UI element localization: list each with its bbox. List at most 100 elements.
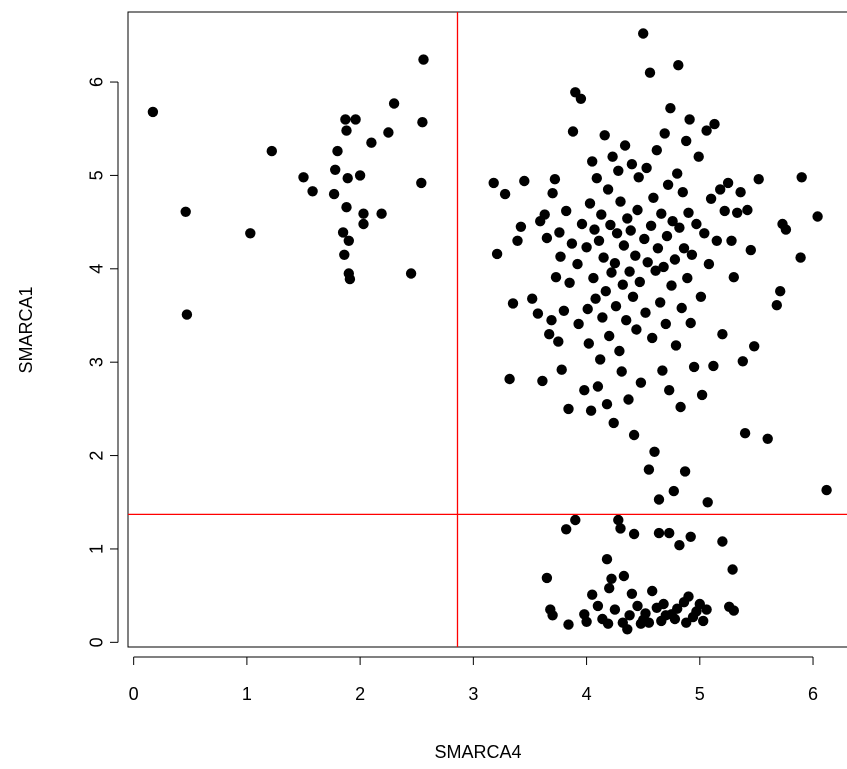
data-point bbox=[699, 228, 710, 239]
data-point bbox=[795, 252, 806, 263]
data-point bbox=[600, 286, 611, 297]
data-point bbox=[722, 177, 734, 189]
data-point bbox=[670, 340, 682, 351]
data-point bbox=[598, 252, 609, 263]
data-point bbox=[541, 232, 553, 244]
data-point bbox=[581, 616, 592, 627]
data-point bbox=[640, 608, 651, 619]
data-point bbox=[675, 401, 686, 413]
y-tick-label: 4 bbox=[86, 264, 106, 274]
data-point bbox=[604, 330, 615, 342]
data-point bbox=[546, 315, 557, 326]
data-point bbox=[532, 308, 544, 319]
data-point bbox=[664, 527, 675, 539]
data-point bbox=[726, 235, 737, 246]
data-point bbox=[665, 103, 676, 114]
data-point bbox=[655, 297, 666, 308]
data-point bbox=[527, 293, 538, 304]
data-point bbox=[366, 137, 377, 148]
data-point bbox=[643, 617, 655, 628]
data-point bbox=[582, 303, 593, 315]
data-point bbox=[640, 307, 651, 318]
data-point bbox=[587, 589, 598, 600]
data-point bbox=[623, 394, 634, 405]
data-point bbox=[610, 301, 622, 312]
data-point bbox=[660, 318, 671, 330]
data-point bbox=[547, 610, 558, 621]
data-point bbox=[388, 98, 400, 109]
data-point bbox=[589, 224, 600, 235]
data-point bbox=[622, 624, 633, 635]
data-point bbox=[604, 583, 615, 594]
y-tick-label: 5 bbox=[86, 170, 106, 180]
data-point bbox=[342, 173, 353, 184]
data-point bbox=[341, 125, 352, 136]
y-tick-label: 1 bbox=[86, 544, 106, 554]
data-point bbox=[624, 610, 635, 621]
data-point bbox=[617, 279, 628, 290]
data-point bbox=[717, 536, 728, 547]
data-point bbox=[732, 207, 743, 218]
data-point bbox=[547, 188, 558, 199]
data-point bbox=[245, 228, 256, 239]
data-point bbox=[644, 67, 656, 78]
data-point bbox=[674, 540, 685, 551]
data-point bbox=[639, 233, 650, 245]
data-point bbox=[330, 164, 341, 175]
data-point bbox=[653, 494, 665, 505]
y-tick-label: 6 bbox=[86, 77, 106, 87]
data-point bbox=[354, 170, 366, 181]
data-point bbox=[307, 186, 318, 197]
data-point bbox=[583, 338, 594, 349]
data-point bbox=[341, 202, 352, 213]
data-point bbox=[685, 317, 696, 329]
data-point bbox=[717, 329, 728, 340]
data-point bbox=[821, 484, 832, 496]
data-point bbox=[597, 312, 608, 323]
data-point bbox=[745, 244, 756, 256]
data-point bbox=[606, 573, 617, 584]
data-point bbox=[624, 266, 635, 277]
data-point bbox=[753, 174, 764, 185]
data-point bbox=[703, 258, 715, 270]
data-point bbox=[812, 211, 823, 222]
data-point bbox=[674, 222, 685, 233]
data-point bbox=[563, 619, 574, 630]
data-point bbox=[587, 156, 598, 167]
data-point bbox=[499, 188, 511, 200]
data-point bbox=[298, 172, 309, 183]
data-point bbox=[561, 524, 572, 535]
data-point bbox=[642, 257, 653, 268]
data-point bbox=[719, 205, 730, 217]
data-point bbox=[593, 235, 605, 246]
data-point bbox=[358, 208, 369, 219]
data-point bbox=[570, 514, 581, 526]
data-point bbox=[682, 272, 693, 284]
data-point bbox=[681, 135, 692, 147]
data-point bbox=[638, 28, 649, 39]
data-point bbox=[632, 204, 643, 216]
data-point bbox=[515, 221, 527, 232]
data-point bbox=[608, 417, 619, 429]
data-point bbox=[737, 356, 748, 367]
data-point bbox=[775, 286, 786, 297]
data-point bbox=[659, 128, 670, 139]
data-point bbox=[666, 280, 677, 291]
data-point bbox=[628, 429, 640, 441]
data-point bbox=[602, 618, 614, 629]
y-axis: 0 1 2 3 4 5 6 bbox=[86, 77, 119, 647]
data-point bbox=[376, 208, 387, 219]
data-point bbox=[595, 354, 606, 365]
data-point bbox=[649, 446, 660, 457]
data-point bbox=[181, 309, 193, 320]
data-point bbox=[606, 267, 617, 278]
data-point bbox=[656, 208, 667, 219]
data-point bbox=[581, 242, 592, 253]
x-tick-label: 0 bbox=[129, 684, 139, 704]
data-point bbox=[647, 332, 658, 344]
data-point bbox=[650, 265, 661, 276]
data-point bbox=[609, 258, 621, 269]
data-point bbox=[648, 192, 659, 203]
data-point bbox=[558, 305, 570, 316]
data-point bbox=[647, 585, 658, 597]
